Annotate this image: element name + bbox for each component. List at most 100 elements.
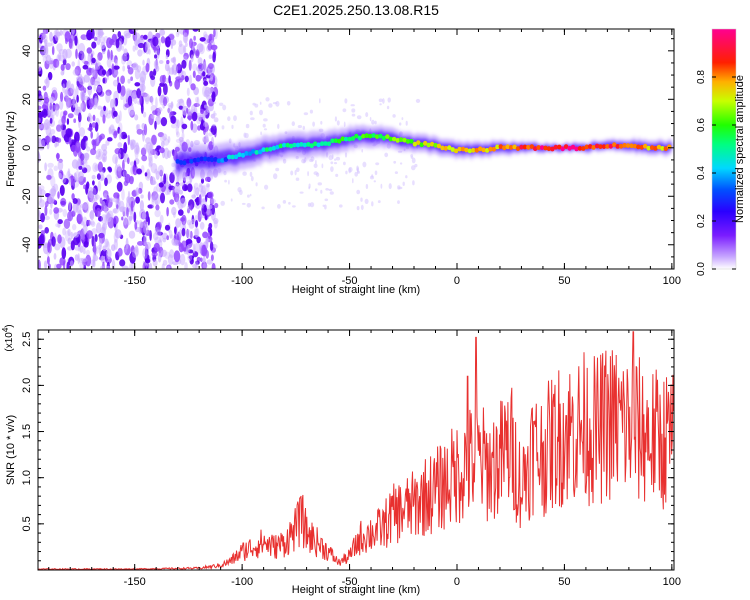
spectrogram-noise-blob [82, 152, 90, 159]
spectrogram-noise-blob [100, 265, 105, 269]
spectrogram-speckle [375, 162, 380, 166]
spectrogram-noise-blob [208, 54, 213, 60]
spectrogram-speckle [299, 191, 304, 194]
spectrogram-speckle [330, 166, 334, 173]
spectrogram-noise-blob [58, 54, 65, 62]
spectrogram-noise-blob [70, 83, 75, 94]
spectrogram-noise-blob [159, 169, 163, 177]
spectrogram-noise-blob [60, 91, 64, 102]
spectrogram-noise-blob [112, 197, 119, 203]
spectrogram-speckle [330, 161, 334, 165]
spectrogram-noise-blob [200, 257, 203, 263]
spectrogram-noise-blob [157, 164, 164, 176]
spectrogram-noise-blob [199, 190, 206, 198]
spectrogram-noise-blob [207, 43, 213, 51]
spectrogram-noise-blob [186, 87, 190, 97]
spectrogram-ridge-cell [423, 140, 428, 146]
spectrogram-noise-blob [39, 45, 46, 55]
spectrogram-noise-blob [115, 38, 120, 49]
spectrogram-noise-blob [146, 168, 151, 179]
spectrogram-noise-blob [118, 128, 122, 141]
spectrogram-noise-blob [65, 63, 71, 71]
spectrogram-ridge-cell [227, 154, 232, 160]
spectrogram-noise-blob [209, 241, 214, 252]
spectrogram-noise-blob [116, 204, 119, 209]
spectrogram-noise-blob [93, 83, 96, 92]
colorbar-ticks: 0.0 0.2 0.4 0.6 0.8 [696, 70, 736, 276]
spectrogram-ridge-cell [361, 133, 366, 139]
spectrogram-speckle [206, 107, 211, 113]
spectrogram-noise-blob [142, 111, 147, 118]
spectrogram-noise-blob [196, 96, 200, 108]
spectrogram-noise-blob [129, 175, 134, 185]
spectrogram-ridge-cell [570, 144, 576, 150]
spectrogram-noise-blob [152, 36, 159, 47]
spectrogram-ridge-cell [381, 135, 387, 141]
spectrogram-ridge-cell [240, 152, 246, 158]
spectrogram-noise-blob [196, 256, 201, 262]
spectrogram-noise-blob [71, 29, 75, 35]
spectrogram-noise-blob [56, 124, 62, 132]
spectrogram-noise-blob [137, 49, 143, 57]
spectrogram-noise-blob [114, 229, 122, 239]
spectrogram-noise-blob [93, 36, 98, 41]
spectrogram-noise-blob [104, 214, 109, 226]
spectrogram-noise-blob [86, 146, 91, 152]
spectrogram-speckle [410, 154, 414, 158]
spectrogram-noise-blob [201, 198, 206, 203]
spectrogram-noise-blob [98, 150, 101, 158]
spectrogram-noise-blob [134, 221, 138, 230]
spectrogram-noise-blob [202, 231, 209, 239]
spectrogram-noise-blob [105, 92, 111, 103]
spectrogram-ridge-cell [223, 157, 228, 162]
spectrogram-noise-blob [94, 234, 98, 242]
snr-y-scale-base: (x10 [4, 332, 15, 352]
spectrogram-noise-blob [123, 142, 128, 154]
spectrogram-speckle [314, 188, 318, 192]
spectrogram-noise-blob [102, 245, 107, 252]
spectrogram-noise-blob [113, 238, 118, 251]
spectrogram-ridge-cell [560, 146, 565, 152]
spectrogram-noise-blob [128, 29, 136, 35]
spectrogram-noise-blob [59, 99, 64, 111]
spectrogram-noise-blob [52, 58, 60, 68]
spectrogram-ridge-cell [189, 158, 194, 164]
spectrogram-noise-blob [78, 112, 82, 123]
spectrogram-noise-blob [45, 54, 52, 65]
spectrogram-ridge-cell [663, 146, 668, 152]
spectrogram-ridge-cell [667, 144, 672, 150]
spectrogram-ridge-cell [649, 145, 655, 151]
spectrogram-noise-blob [90, 197, 96, 203]
spectrogram-speckle [292, 205, 296, 208]
spectrogram-noise-blob [87, 127, 93, 131]
spectrogram-noise-blob [53, 207, 60, 214]
spectrogram-noise-blob [181, 227, 186, 237]
spectrogram-noise-blob [210, 254, 214, 261]
spectrogram-speckle [204, 104, 208, 109]
spectrogram-noise-blob [108, 110, 112, 115]
spectrogram-speckle [231, 124, 234, 129]
spectrogram-noise-blob [178, 43, 185, 55]
spectrogram-speckle [405, 175, 408, 179]
spectrogram-ridge-cell [567, 145, 572, 151]
spectrogram-noise-blob [213, 29, 216, 38]
spectrogram-noise-blob [160, 117, 168, 127]
spectrogram-noise-blob [97, 161, 103, 173]
spectrogram-noise-blob [49, 208, 53, 215]
spectrogram-noise-blob [71, 61, 75, 67]
spectrogram-noise-blob [107, 137, 113, 142]
spectrogram-noise-blob [176, 131, 180, 138]
spectrogram-noise-blob [175, 31, 180, 38]
spectrogram-noise-blob [186, 205, 191, 211]
spectrogram-noise-blob [130, 110, 135, 115]
spectrogram-noise-blob [56, 263, 62, 269]
spectrogram-noise-blob [88, 98, 95, 108]
spectrogram-ridge-cell [350, 136, 356, 141]
spectrogram-noise-blob [98, 246, 102, 256]
spectrogram-noise-blob [86, 181, 90, 190]
spectrogram-speckle [388, 183, 392, 190]
spectrogram-noise-blob [80, 221, 85, 226]
spectrogram-noise-blob [79, 262, 85, 269]
spectrogram-noise-blob [60, 64, 65, 71]
x-tick-label: -100 [231, 576, 253, 588]
